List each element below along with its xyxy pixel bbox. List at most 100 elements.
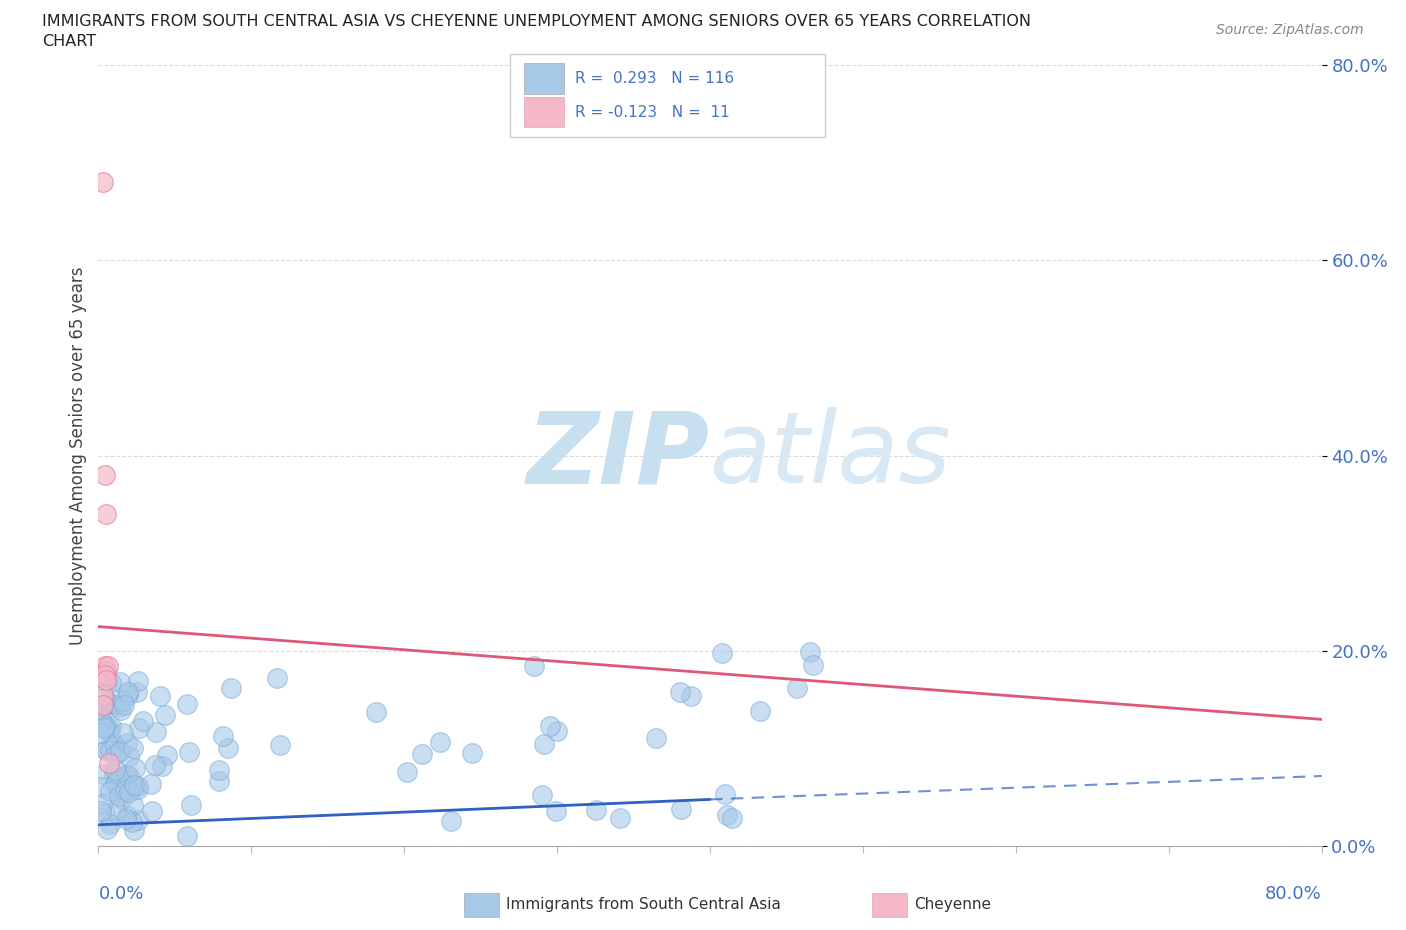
Point <box>91 175 114 190</box>
Point <box>411 747 433 762</box>
Point <box>669 802 692 817</box>
Point <box>117 684 139 699</box>
Point <box>546 804 568 818</box>
Point <box>609 811 631 826</box>
Point <box>533 737 555 751</box>
Point <box>208 763 231 777</box>
Point <box>94 673 117 688</box>
Point <box>93 766 115 781</box>
Text: 80.0%: 80.0% <box>1265 885 1322 903</box>
Y-axis label: Unemployment Among Seniors over 65 years: Unemployment Among Seniors over 65 years <box>69 267 87 644</box>
Point <box>156 748 179 763</box>
Point <box>208 773 231 788</box>
Point <box>101 697 124 711</box>
Point <box>98 756 121 771</box>
Point <box>110 703 132 718</box>
Point <box>118 769 141 784</box>
Point <box>103 767 125 782</box>
Point <box>104 748 127 763</box>
Point <box>124 761 146 776</box>
Point <box>127 673 149 688</box>
Point <box>713 787 735 802</box>
Point <box>117 784 139 799</box>
Point <box>89 725 111 740</box>
Point <box>100 719 122 734</box>
Text: Cheyenne: Cheyenne <box>914 897 991 912</box>
Point <box>180 798 202 813</box>
Text: R = -0.123   N =  11: R = -0.123 N = 11 <box>575 104 730 120</box>
Point <box>111 768 134 783</box>
Point <box>91 687 114 702</box>
Point <box>122 822 145 837</box>
Point <box>177 745 200 760</box>
Point <box>117 809 139 824</box>
Point <box>121 815 143 830</box>
Point <box>396 764 419 779</box>
Point <box>96 743 118 758</box>
Point <box>212 728 235 743</box>
Point <box>98 743 121 758</box>
Point <box>799 644 821 659</box>
Point <box>104 777 127 791</box>
Point <box>97 658 120 673</box>
Point <box>117 767 139 782</box>
Point <box>100 675 122 690</box>
Point <box>585 803 607 817</box>
Point <box>115 812 138 827</box>
Point <box>108 674 131 689</box>
Point <box>104 774 127 789</box>
Point <box>145 725 167 740</box>
Point <box>679 688 702 703</box>
Point <box>90 711 112 726</box>
Point <box>104 738 127 753</box>
Point <box>461 746 484 761</box>
Point <box>96 742 118 757</box>
Point <box>128 721 150 736</box>
Point <box>266 671 288 685</box>
Point <box>111 694 134 709</box>
Point <box>108 699 131 714</box>
Point <box>546 724 568 738</box>
Point <box>118 749 141 764</box>
Point <box>716 807 738 822</box>
Point <box>149 688 172 703</box>
Point <box>93 468 115 483</box>
Point <box>104 763 127 777</box>
Point <box>139 777 162 791</box>
Point <box>176 697 198 711</box>
Point <box>94 507 117 522</box>
Point <box>98 817 121 831</box>
Point <box>429 735 451 750</box>
Text: IMMIGRANTS FROM SOUTH CENTRAL ASIA VS CHEYENNE UNEMPLOYMENT AMONG SENIORS OVER 6: IMMIGRANTS FROM SOUTH CENTRAL ASIA VS CH… <box>42 14 1031 29</box>
Point <box>96 821 118 836</box>
Point <box>150 759 173 774</box>
Point <box>117 687 139 702</box>
Point <box>124 779 146 794</box>
Point <box>523 658 546 673</box>
Point <box>122 797 145 812</box>
Point <box>93 805 115 820</box>
Point <box>710 645 733 660</box>
Point <box>269 737 291 752</box>
Point <box>721 811 744 826</box>
Point <box>104 698 127 712</box>
Point <box>127 813 149 828</box>
Point <box>439 814 461 829</box>
Point <box>217 741 239 756</box>
Point <box>644 731 666 746</box>
Point <box>366 705 388 720</box>
Point <box>801 658 824 672</box>
Point <box>127 778 149 793</box>
Point <box>131 713 153 728</box>
Point <box>91 797 114 812</box>
Point <box>91 698 114 712</box>
Point <box>143 758 166 773</box>
Point <box>786 680 808 695</box>
Point <box>110 743 132 758</box>
Point <box>103 737 125 751</box>
Point <box>107 789 129 804</box>
Point <box>98 696 121 711</box>
Point <box>93 658 115 673</box>
Point <box>94 663 117 678</box>
Point <box>112 698 135 713</box>
